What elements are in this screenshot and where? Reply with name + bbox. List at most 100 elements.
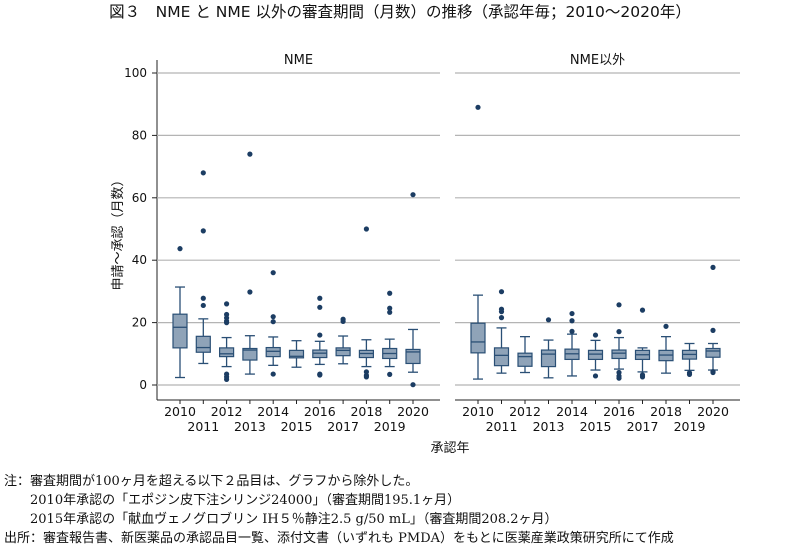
- iqr-box: [288, 349, 305, 359]
- x-tick-label: 2020: [397, 404, 429, 419]
- iqr-box: [265, 346, 281, 358]
- iqr-box: [611, 349, 627, 360]
- outlier-point: [387, 290, 393, 296]
- x-tick-label: 2020: [697, 404, 729, 419]
- box-2015: [288, 340, 305, 368]
- box-2019: [681, 342, 698, 377]
- box-2020: [405, 192, 421, 388]
- outlier-point: [200, 170, 206, 176]
- y-tick-label: 80: [132, 128, 147, 142]
- outlier-point: [639, 307, 646, 313]
- x-tick-label: 2017: [327, 419, 359, 434]
- box-2015: [587, 332, 604, 379]
- outlier-point: [270, 319, 276, 325]
- outlier-point: [363, 226, 369, 232]
- iqr-box: [587, 349, 604, 361]
- x-tick-label: 2019: [674, 419, 706, 434]
- outlier-point: [498, 289, 505, 295]
- x-tick-label: 2012: [211, 404, 243, 419]
- outlier-point: [686, 370, 693, 376]
- iqr-box: [517, 352, 533, 367]
- iqr-box: [335, 347, 351, 357]
- iqr-box: [172, 313, 188, 349]
- x-tick-label: 2013: [533, 419, 565, 434]
- outlier-point: [387, 305, 393, 311]
- box-2017: [634, 307, 651, 380]
- x-tick-label: 2012: [509, 404, 541, 419]
- box-2013: [242, 151, 258, 375]
- panel-title: NME以外: [570, 53, 625, 68]
- box-2016: [611, 302, 627, 381]
- box-2010: [470, 104, 486, 380]
- x-tick-label: 2015: [281, 419, 313, 434]
- x-tick-label: 2013: [234, 419, 266, 434]
- x-tick-label: 2014: [257, 404, 289, 419]
- outlier-point: [569, 328, 575, 334]
- y-tick-label: 20: [132, 316, 147, 330]
- outlier-point: [270, 270, 276, 276]
- x-tick-label: 2014: [556, 404, 588, 419]
- source-line: 出所：審査報告書、新医薬品の承認品目一覧、添付文書（いずれも PMDA）をもとに…: [4, 531, 674, 546]
- outlier-point: [317, 332, 323, 338]
- x-tick-label: 2015: [580, 419, 612, 434]
- outlier-point: [317, 371, 323, 377]
- outlier-point: [317, 304, 323, 310]
- iqr-box: [405, 348, 421, 365]
- outlier-point: [639, 372, 646, 378]
- outlier-point: [270, 371, 276, 377]
- outlier-point: [475, 104, 481, 110]
- x-tick-label: 2010: [164, 404, 196, 419]
- x-tick-label: 2017: [627, 419, 659, 434]
- outlier-point: [569, 318, 575, 324]
- outlier-point: [663, 323, 669, 329]
- y-tick-label: 40: [132, 253, 147, 267]
- panel-non-nme: NME以外20102011201220132014201520162017201…: [455, 53, 740, 434]
- outlier-point: [317, 295, 323, 301]
- box-2016: [312, 295, 328, 378]
- outlier-point: [270, 314, 276, 320]
- box-2011: [493, 289, 510, 374]
- y-tick-label: 60: [132, 191, 147, 205]
- iqr-box: [242, 347, 258, 361]
- x-tick-label: 2011: [486, 419, 518, 434]
- x-axis-label: 承認年: [430, 440, 469, 456]
- iqr-box: [493, 347, 510, 367]
- box-2012: [517, 335, 533, 374]
- box-plot-chart: 図３ NME と NME 以外の審査期間（月数）の推移（承認年毎；2010～20…: [109, 3, 740, 456]
- outlier-point: [616, 302, 622, 308]
- box-2011: [195, 170, 211, 365]
- x-tick-label: 2018: [650, 404, 682, 419]
- x-tick-label: 2010: [462, 404, 494, 419]
- outlier-point: [592, 373, 599, 379]
- outlier-point: [387, 371, 393, 377]
- y-tick-label: 100: [124, 66, 147, 80]
- outlier-point: [592, 332, 599, 338]
- outlier-point: [410, 382, 416, 388]
- outlier-point: [247, 151, 253, 157]
- outlier-point: [710, 327, 716, 333]
- x-tick-label: 2016: [603, 404, 635, 419]
- outlier-point: [710, 264, 716, 270]
- iqr-box: [195, 335, 211, 353]
- box-2018: [658, 323, 674, 374]
- outlier-point: [616, 329, 622, 335]
- outlier-point: [710, 368, 716, 375]
- outlier-point: [224, 301, 230, 307]
- x-tick-label: 2016: [304, 404, 336, 419]
- outlier-point: [387, 309, 393, 315]
- box-2013: [540, 317, 557, 379]
- box-2014: [265, 270, 281, 377]
- outlier-point: [498, 315, 505, 321]
- outlier-point: [247, 289, 253, 295]
- box-2014: [564, 310, 580, 377]
- iqr-box: [705, 347, 721, 358]
- outlier-point: [616, 369, 622, 376]
- note-line-3: 2015年承認の「献血ヴェノグロブリン IH５％静注2.5 g/50 mL」（審…: [4, 512, 558, 527]
- x-tick-label: 2019: [374, 419, 406, 434]
- box-2020: [705, 264, 721, 376]
- outlier-point: [545, 317, 552, 323]
- panel-title: NME: [284, 53, 313, 68]
- outlier-point: [177, 246, 183, 252]
- panel-nme: NME2010201120122013201420152016201720182…: [157, 53, 440, 434]
